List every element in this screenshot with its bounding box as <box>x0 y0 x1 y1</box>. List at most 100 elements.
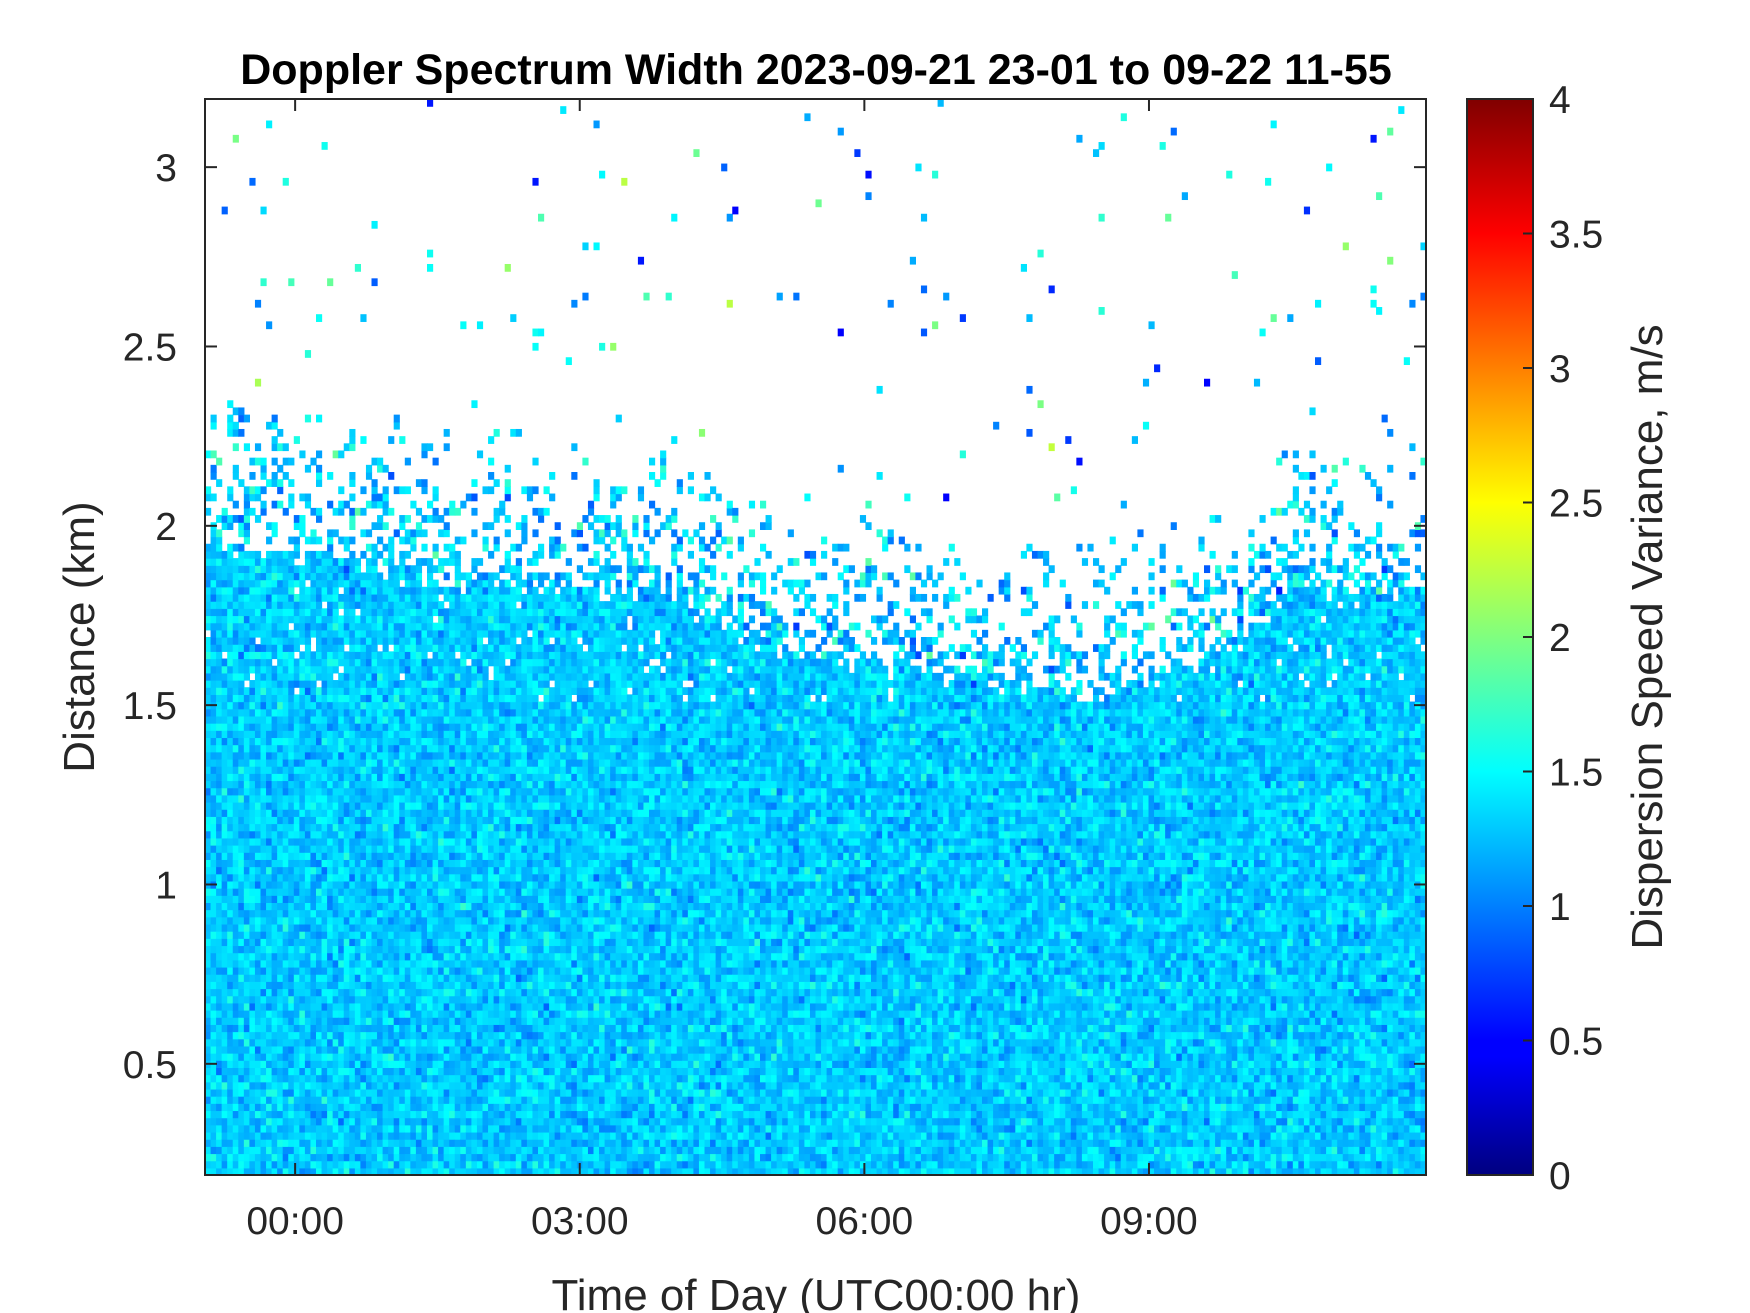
heatmap-cell <box>305 759 311 767</box>
heatmap-cell <box>227 831 233 839</box>
heatmap-cell <box>277 680 283 688</box>
heatmap-cell <box>283 1146 289 1154</box>
heatmap-cell <box>216 845 222 853</box>
heatmap-cell <box>310 766 316 774</box>
heatmap-cell <box>238 1039 244 1047</box>
heatmap-cell <box>305 788 311 796</box>
heatmap-cell <box>283 816 289 824</box>
heatmap-cell <box>272 802 278 810</box>
heatmap-cell <box>310 737 316 745</box>
heatmap-cell <box>327 852 333 860</box>
heatmap-cell <box>261 759 267 767</box>
heatmap-cell <box>222 945 228 953</box>
heatmap-cell <box>299 910 305 918</box>
heatmap-cell <box>272 637 278 645</box>
heatmap-cell <box>244 443 250 451</box>
heatmap-cell <box>222 759 228 767</box>
heatmap-cell <box>294 730 300 738</box>
heatmap-cell <box>249 558 255 566</box>
heatmap-cell <box>238 852 244 860</box>
heatmap-cell <box>288 824 294 832</box>
heatmap-cell <box>316 465 322 473</box>
heatmap-cell <box>316 931 322 939</box>
heatmap-cell <box>261 1024 267 1032</box>
heatmap-cell <box>261 945 267 953</box>
heatmap-cell <box>283 802 289 810</box>
heatmap-cell <box>255 379 261 387</box>
heatmap-cell <box>327 1060 333 1068</box>
heatmap-cell <box>310 580 316 588</box>
heatmap-cell <box>299 730 305 738</box>
heatmap-cell <box>299 902 305 910</box>
heatmap-cell <box>288 967 294 975</box>
heatmap-cell <box>222 594 228 602</box>
heatmap-cell <box>266 601 272 609</box>
heatmap-cell <box>255 1161 261 1169</box>
heatmap-cell <box>283 745 289 753</box>
heatmap-cell <box>283 737 289 745</box>
heatmap-cell <box>299 1003 305 1011</box>
heatmap-cell <box>277 666 283 674</box>
heatmap-cell <box>227 895 233 903</box>
heatmap-cell <box>216 702 222 710</box>
heatmap-cell <box>333 1053 339 1061</box>
heatmap-cell <box>333 1125 339 1133</box>
heatmap-cell <box>327 580 333 588</box>
heatmap-cell <box>272 881 278 889</box>
heatmap-cell <box>283 178 289 186</box>
heatmap-cell <box>294 953 300 961</box>
heatmap-cell <box>266 1032 272 1040</box>
heatmap-cell <box>244 845 250 853</box>
heatmap-cell <box>294 709 300 717</box>
heatmap-cell <box>211 780 217 788</box>
heatmap-cell <box>216 745 222 753</box>
heatmap-cell <box>333 1082 339 1090</box>
heatmap-cell <box>211 558 217 566</box>
heatmap-cell <box>222 587 228 595</box>
heatmap-cell <box>249 759 255 767</box>
heatmap-cell <box>305 666 311 674</box>
heatmap-cell <box>261 623 267 631</box>
heatmap-cell <box>211 709 217 717</box>
heatmap-cell <box>238 831 244 839</box>
heatmap-cell <box>305 659 311 667</box>
heatmap-cell <box>244 1139 250 1147</box>
heatmap-cell <box>310 988 316 996</box>
heatmap-cell <box>249 1010 255 1018</box>
heatmap-cell <box>216 938 222 946</box>
heatmap-cell <box>316 730 322 738</box>
heatmap-cell <box>322 680 328 688</box>
heatmap-cell <box>266 737 272 745</box>
heatmap-cell <box>238 479 244 487</box>
heatmap-cell <box>249 1024 255 1032</box>
heatmap-cell <box>327 659 333 667</box>
heatmap-cell <box>322 881 328 889</box>
heatmap-cell <box>227 859 233 867</box>
heatmap-cell <box>277 895 283 903</box>
heatmap-cell <box>322 623 328 631</box>
heatmap-cell <box>211 824 217 832</box>
heatmap-cell <box>266 874 272 882</box>
heatmap-cell <box>222 831 228 839</box>
heatmap-cell <box>238 881 244 889</box>
heatmap-cell <box>277 572 283 580</box>
heatmap-cell <box>211 572 217 580</box>
heatmap-cell <box>244 780 250 788</box>
heatmap-cell <box>310 716 316 724</box>
heatmap-cell <box>333 1161 339 1169</box>
heatmap-cell <box>316 802 322 810</box>
heatmap-cell <box>238 644 244 652</box>
heatmap-cell <box>288 737 294 745</box>
heatmap-cell <box>238 924 244 932</box>
heatmap-cell <box>238 565 244 573</box>
heatmap-cell <box>288 1110 294 1118</box>
heatmap-cell <box>299 666 305 674</box>
heatmap-cell <box>277 945 283 953</box>
heatmap-cell <box>288 780 294 788</box>
heatmap-cell <box>288 795 294 803</box>
heatmap-cell <box>216 601 222 609</box>
heatmap-cell <box>249 659 255 667</box>
heatmap-cell <box>249 859 255 867</box>
heatmap-cell <box>233 1039 239 1047</box>
heatmap-cell <box>216 795 222 803</box>
